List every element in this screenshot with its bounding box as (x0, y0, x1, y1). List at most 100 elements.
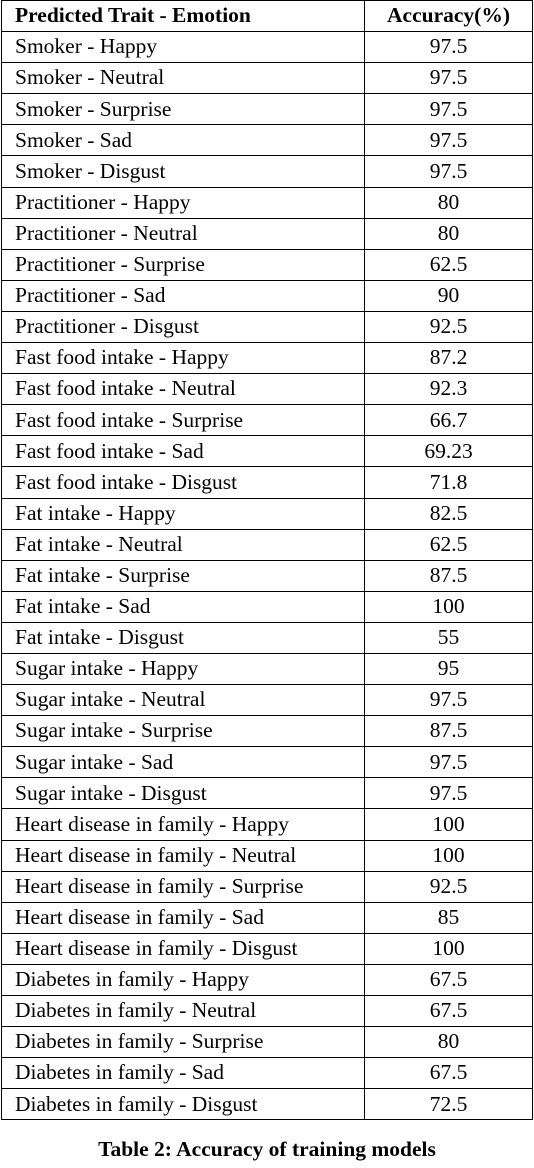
trait-emotion-cell: Fat intake - Happy (1, 497, 365, 530)
trait-emotion-cell: Smoker - Happy (1, 31, 365, 64)
accuracy-cell: 97.5 (364, 93, 533, 126)
trait-emotion-cell: Heart disease in family - Surprise (1, 870, 365, 903)
trait-emotion-cell: Diabetes in family - Surprise (1, 1026, 365, 1059)
table-row: Sugar intake - Sad 97.5 (1, 746, 533, 779)
trait-emotion-cell: Fast food intake - Surprise (1, 404, 365, 437)
table-row: Sugar intake - Neutral 97.5 (1, 684, 533, 717)
table-row: Diabetes in family - Surprise 80 (1, 1026, 533, 1059)
trait-emotion-cell: Diabetes in family - Disgust (1, 1088, 365, 1121)
accuracy-cell: 92.5 (364, 310, 533, 344)
accuracy-table: Predicted Trait - Emotion Accuracy(%) Sm… (1, 0, 533, 1121)
trait-emotion-cell: Sugar intake - Disgust (1, 777, 365, 810)
table-row: Diabetes in family - Sad 67.5 (1, 1057, 533, 1090)
accuracy-cell: 67.5 (364, 1057, 533, 1090)
table-row: Diabetes in family - Disgust 72.5 (1, 1088, 533, 1121)
accuracy-cell: 97.5 (364, 124, 533, 157)
trait-emotion-cell: Diabetes in family - Happy (1, 963, 365, 997)
accuracy-cell: 87.5 (364, 715, 533, 748)
accuracy-cell: 80 (364, 217, 533, 250)
header-predicted-trait-emotion: Predicted Trait - Emotion (1, 0, 365, 33)
accuracy-cell: 66.7 (364, 404, 533, 437)
accuracy-cell: 82.5 (364, 497, 533, 530)
table-row: Fast food intake - Happy 87.2 (1, 342, 533, 375)
trait-emotion-cell: Fat intake - Disgust (1, 621, 365, 654)
trait-emotion-cell: Sugar intake - Sad (1, 746, 365, 779)
accuracy-cell: 100 (364, 932, 533, 965)
table-row: Diabetes in family - Neutral 67.5 (1, 994, 533, 1028)
trait-emotion-cell: Diabetes in family - Sad (1, 1057, 365, 1090)
table-row: Heart disease in family - Disgust 100 (1, 932, 533, 965)
accuracy-cell: 90 (364, 279, 533, 312)
trait-emotion-cell: Fat intake - Neutral (1, 528, 365, 561)
table-row: Sugar intake - Disgust 97.5 (1, 777, 533, 810)
accuracy-cell: 87.5 (364, 559, 533, 592)
table-row: Fat intake - Disgust 55 (1, 621, 533, 654)
trait-emotion-cell: Sugar intake - Happy (1, 652, 365, 686)
accuracy-cell: 97.5 (364, 155, 533, 188)
header-accuracy: Accuracy(%) (364, 0, 533, 33)
accuracy-cell: 71.8 (364, 466, 533, 499)
trait-emotion-cell: Fast food intake - Sad (1, 435, 365, 468)
trait-emotion-cell: Practitioner - Neutral (1, 217, 365, 250)
accuracy-cell: 55 (364, 621, 533, 654)
accuracy-cell: 95 (364, 652, 533, 686)
accuracy-cell: 72.5 (364, 1088, 533, 1121)
table-row: Fast food intake - Neutral 92.3 (1, 373, 533, 406)
table-row: Smoker - Surprise 97.5 (1, 93, 533, 126)
table-row: Practitioner - Surprise 62.5 (1, 248, 533, 281)
table-caption: Table 2: Accuracy of training models (98, 1137, 436, 1161)
accuracy-cell: 67.5 (364, 963, 533, 997)
trait-emotion-cell: Fat intake - Sad (1, 590, 365, 623)
accuracy-cell: 80 (364, 186, 533, 219)
trait-emotion-cell: Smoker - Surprise (1, 93, 365, 126)
accuracy-cell: 69.23 (364, 435, 533, 468)
table-row: Fast food intake - Sad 69.23 (1, 435, 533, 468)
table-row: Practitioner - Neutral 80 (1, 217, 533, 250)
table-row: Sugar intake - Happy 95 (1, 652, 533, 686)
trait-emotion-cell: Sugar intake - Neutral (1, 684, 365, 717)
table-row: Sugar intake - Surprise 87.5 (1, 715, 533, 748)
table-row: Heart disease in family - Surprise 92.5 (1, 870, 533, 903)
trait-emotion-cell: Heart disease in family - Happy (1, 808, 365, 841)
trait-emotion-cell: Practitioner - Disgust (1, 310, 365, 344)
table-row: Practitioner - Disgust 92.5 (1, 310, 533, 344)
table-row: Fast food intake - Surprise 66.7 (1, 404, 533, 437)
table-row: Fat intake - Surprise 87.5 (1, 559, 533, 592)
trait-emotion-cell: Practitioner - Surprise (1, 248, 365, 281)
accuracy-cell: 92.5 (364, 870, 533, 903)
trait-emotion-cell: Heart disease in family - Neutral (1, 839, 365, 872)
trait-emotion-cell: Fast food intake - Happy (1, 342, 365, 375)
trait-emotion-cell: Smoker - Neutral (1, 62, 365, 95)
trait-emotion-cell: Sugar intake - Surprise (1, 715, 365, 748)
table-row: Heart disease in family - Sad 85 (1, 901, 533, 934)
trait-emotion-cell: Heart disease in family - Disgust (1, 932, 365, 965)
accuracy-cell: 87.2 (364, 342, 533, 375)
table-header-row: Predicted Trait - Emotion Accuracy(%) (1, 0, 533, 33)
accuracy-cell: 97.5 (364, 31, 533, 64)
table-row: Smoker - Happy 97.5 (1, 31, 533, 64)
table-row: Fat intake - Sad 100 (1, 590, 533, 623)
trait-emotion-cell: Fat intake - Surprise (1, 559, 365, 592)
trait-emotion-cell: Fast food intake - Neutral (1, 373, 365, 406)
accuracy-cell: 80 (364, 1026, 533, 1059)
table-row: Heart disease in family - Happy 100 (1, 808, 533, 841)
trait-emotion-cell: Heart disease in family - Sad (1, 901, 365, 934)
accuracy-cell: 97.5 (364, 684, 533, 717)
trait-emotion-cell: Fast food intake - Disgust (1, 466, 365, 499)
table-row: Heart disease in family - Neutral 100 (1, 839, 533, 872)
table-row: Smoker - Disgust 97.5 (1, 155, 533, 188)
table-row: Practitioner - Sad 90 (1, 279, 533, 312)
accuracy-cell: 62.5 (364, 528, 533, 561)
table-row: Practitioner - Happy 80 (1, 186, 533, 219)
trait-emotion-cell: Smoker - Disgust (1, 155, 365, 188)
accuracy-cell: 97.5 (364, 62, 533, 95)
accuracy-cell: 85 (364, 901, 533, 934)
table-body: Smoker - Happy 97.5 Smoker - Neutral 97.5 Sm… (1, 31, 533, 1121)
accuracy-cell: 67.5 (364, 994, 533, 1028)
trait-emotion-cell: Practitioner - Happy (1, 186, 365, 219)
accuracy-cell: 92.3 (364, 373, 533, 406)
table-row: Smoker - Neutral 97.5 (1, 62, 533, 95)
accuracy-cell: 100 (364, 839, 533, 872)
trait-emotion-cell: Smoker - Sad (1, 124, 365, 157)
